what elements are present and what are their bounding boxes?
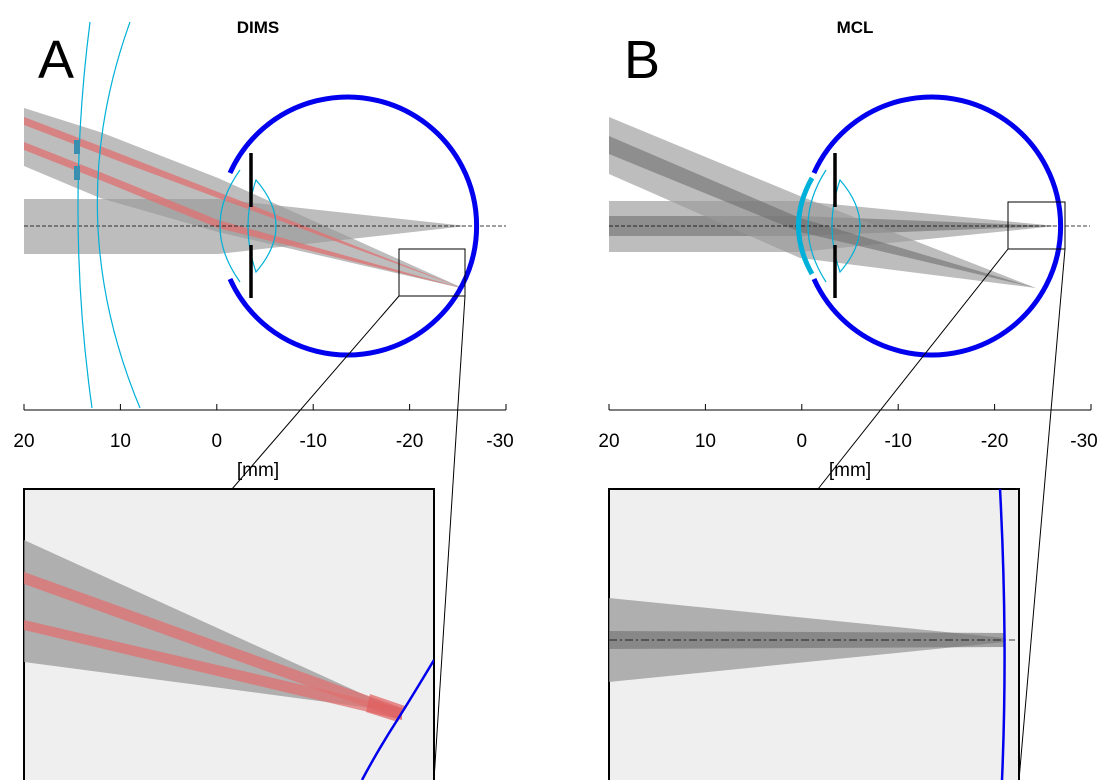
panel-a-inset-retina [360, 659, 434, 780]
panel-b-eyeball [811, 94, 1064, 358]
panel-b-inset-retina [998, 489, 1006, 780]
panel-b-tick-label: 0 [797, 431, 808, 452]
panel-b-zoom-box [1007, 201, 1066, 250]
panel-a-crystalline-lens [247, 178, 277, 274]
panel-a-letter: A [38, 30, 74, 90]
panel-a-inset-gray-beam [24, 540, 402, 712]
panel-a-tick-label: 0 [212, 431, 223, 452]
panel-b: B MCL 20 [598, 18, 1098, 780]
panel-b-tick-label: 20 [598, 431, 619, 452]
panel-a-tick-label: -20 [396, 431, 423, 452]
panel-a-tick-label: 10 [110, 431, 131, 452]
panel-b-oblique-beam [609, 117, 1036, 288]
panel-a-inset-red-tip [366, 694, 405, 722]
panel-b-title: MCL [837, 18, 874, 37]
panel-a-eyeball [227, 94, 480, 358]
panel-a-tick-label: -30 [486, 431, 513, 452]
panel-a-tick-label: -10 [299, 431, 326, 452]
panel-b-zoom-connector-right [1018, 248, 1066, 780]
panel-a-lens-back-surface [96, 21, 141, 409]
panel-b-cornea [807, 169, 827, 283]
panel-a-zoom-connector-left [231, 295, 400, 490]
panel-a-title: DIMS [237, 18, 280, 37]
panel-a-oblique-beam [24, 108, 465, 289]
panel-a-tick-label: 20 [13, 431, 34, 452]
panel-a-zoom-connector-right [433, 295, 466, 780]
panel-b-tick-label: 10 [695, 431, 716, 452]
panel-b-tick-label: -30 [1070, 431, 1097, 452]
panel-a-x-axis: 20 10 0 -10 -20 -30 [mm] [13, 404, 514, 481]
panel-a-inset-red-ray-2 [24, 620, 402, 720]
panel-b-axis-label: [mm] [829, 460, 871, 481]
panel-a-dims-segment-2 [74, 166, 80, 180]
panel-a-inset [23, 488, 435, 780]
panel-b-tick-label: -10 [884, 431, 911, 452]
panel-b-crystalline-lens [831, 178, 861, 274]
panel-b-inset [608, 488, 1020, 780]
panel-b-tick-label: -20 [981, 431, 1008, 452]
panel-a-axis-label: [mm] [237, 460, 279, 481]
panel-a: A DIMS [13, 18, 514, 780]
panel-a-inset-red-ray-1 [24, 572, 402, 720]
panel-a-lens-front-surface [77, 21, 93, 409]
panel-b-x-axis: 20 10 0 -10 -20 -30 [mm] [598, 404, 1098, 481]
panel-b-zoom-connector-left [817, 248, 1009, 490]
panel-a-zoom-box [398, 248, 466, 297]
panel-b-letter: B [624, 30, 660, 90]
panel-a-red-ray-1 [24, 117, 465, 289]
panel-a-cornea [219, 169, 241, 283]
panel-a-dims-segment-1 [74, 140, 80, 154]
panel-b-contact-lens [796, 176, 815, 276]
